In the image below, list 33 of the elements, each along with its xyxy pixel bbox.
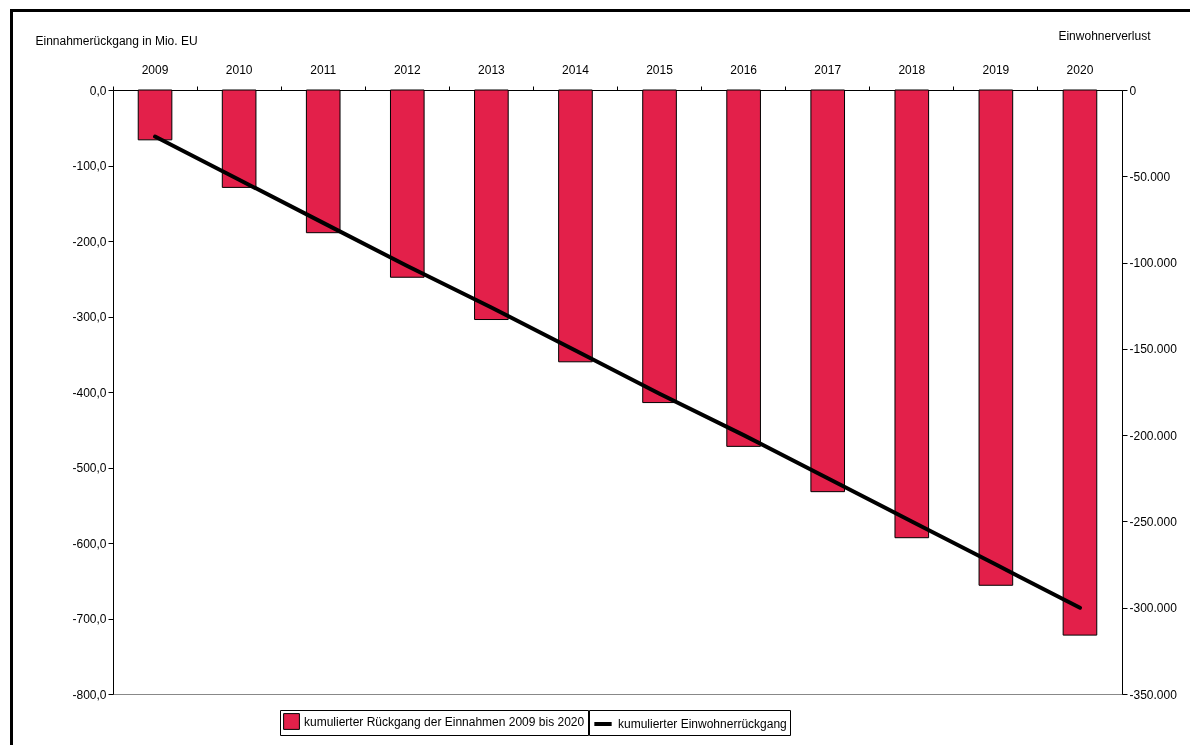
legend-label: kumulierter Rückgang der Einnahmen 2009 bis 2020 xyxy=(304,714,585,729)
y-tick-label: -100,0 xyxy=(72,159,107,173)
y-tick-label: -400,0 xyxy=(72,385,107,400)
y-tick-label: -200,0 xyxy=(72,234,107,249)
x-tick-label: 2016 xyxy=(730,62,758,77)
y-tick-label: -700,0 xyxy=(72,612,107,626)
x-tick-label: 2020 xyxy=(1066,62,1094,77)
x-tick-label: 2011 xyxy=(310,62,337,77)
y-tick-label: -500,0 xyxy=(72,461,107,475)
y2-tick-label: -50.000 xyxy=(1129,169,1171,184)
y-axis-title: Einnahmerückgang in Mio. EU xyxy=(35,33,198,48)
x-tick-label: 2010 xyxy=(225,62,253,77)
y2-tick-label: -100.000 xyxy=(1129,256,1178,271)
y2-tick-label: 0 xyxy=(1129,83,1137,98)
y-tick-label: -600,0 xyxy=(72,536,107,551)
x-tick-label: 2012 xyxy=(393,62,421,77)
y2-tick-label: -350.000 xyxy=(1129,687,1178,702)
y2-tick-label: -150.000 xyxy=(1129,342,1178,357)
x-tick-label: 2018 xyxy=(898,62,926,77)
x-tick-label: 2009 xyxy=(141,62,169,77)
x-tick-label: 2019 xyxy=(982,62,1010,77)
y-tick-label: -300,0 xyxy=(72,310,107,324)
y-tick-label: 0,0 xyxy=(89,83,107,98)
y2-tick-label: -300.000 xyxy=(1129,601,1178,616)
x-tick-label: 2017 xyxy=(814,62,842,77)
x-tick-label: 2014 xyxy=(562,62,590,77)
y-tick-label: -800,0 xyxy=(72,687,107,702)
y2-tick-label: -250.000 xyxy=(1129,514,1178,529)
legend-label: kumulierter Einwohnerrückgang xyxy=(618,717,787,731)
x-tick-label: 2013 xyxy=(478,62,506,77)
y2-axis-title: Einwohnerverlust xyxy=(1058,28,1152,43)
y2-tick-label: -200.000 xyxy=(1129,428,1178,443)
x-tick-label: 2015 xyxy=(646,62,674,77)
